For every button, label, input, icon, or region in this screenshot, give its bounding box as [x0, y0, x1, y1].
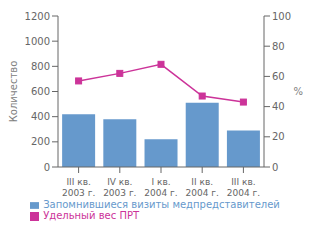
svg-text:I кв.2004 г.: I кв.2004 г. [144, 177, 177, 198]
svg-text:200: 200 [31, 136, 50, 147]
svg-text:Количество: Количество [8, 61, 19, 123]
svg-text:60: 60 [272, 71, 285, 82]
svg-text:IV кв.2003 г.: IV кв.2003 г. [103, 177, 136, 198]
svg-text:400: 400 [31, 111, 50, 122]
html-text:Запомнившиеся визиты медпредст: Запомнившиеся визиты медпредставителей [43, 199, 280, 210]
svg-text:80: 80 [272, 41, 285, 52]
svg-text:1000: 1000 [25, 36, 50, 47]
svg-text:800: 800 [31, 61, 50, 72]
svg-text:%: % [293, 86, 303, 97]
svg-text:0: 0 [272, 162, 278, 173]
html-text:Удельный вес ПРТ: Удельный вес ПРТ [43, 210, 140, 221]
svg-text:40: 40 [272, 101, 285, 112]
svg-text:20: 20 [272, 131, 285, 142]
svg-text:0: 0 [44, 162, 50, 173]
svg-text:100: 100 [272, 11, 291, 22]
svg-text:III кв.2003 г.: III кв.2003 г. [62, 177, 95, 198]
svg-text:1200: 1200 [25, 11, 50, 22]
svg-text:II кв.2004 г.: II кв.2004 г. [186, 177, 219, 198]
svg-text:III кв.2004 г.: III кв.2004 г. [227, 177, 260, 198]
svg-text:600: 600 [31, 86, 50, 97]
